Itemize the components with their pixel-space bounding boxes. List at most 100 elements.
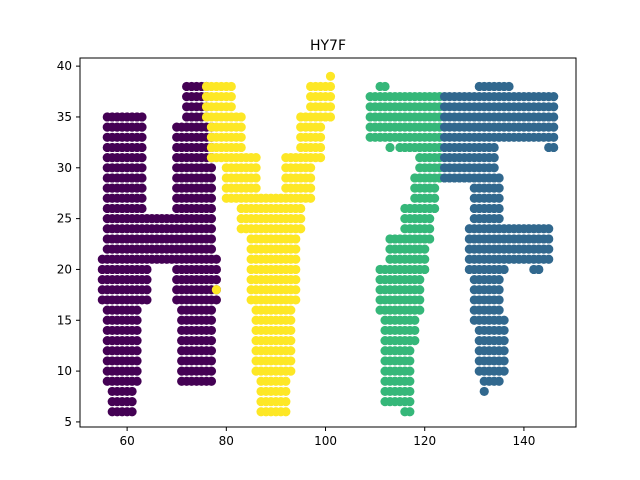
data-point <box>206 336 217 346</box>
data-point <box>211 285 221 295</box>
data-point <box>385 142 395 153</box>
data-point <box>206 315 217 325</box>
data-point <box>286 346 296 356</box>
data-point <box>206 234 217 244</box>
data-point <box>281 407 291 417</box>
data-point <box>315 132 326 142</box>
series-1 <box>201 71 336 417</box>
data-point <box>286 305 296 315</box>
y-tick-label: 25 <box>57 212 72 226</box>
data-point <box>325 81 336 92</box>
y-tick-label: 40 <box>57 59 72 73</box>
data-point <box>296 224 306 234</box>
data-point <box>410 325 420 336</box>
data-point <box>137 142 147 153</box>
data-point <box>425 234 435 244</box>
data-point <box>206 224 217 234</box>
data-point <box>281 396 291 407</box>
data-point <box>137 173 147 183</box>
data-point <box>206 173 217 183</box>
data-point <box>291 244 301 254</box>
data-point <box>544 224 554 234</box>
data-point <box>206 325 217 336</box>
data-point <box>137 183 147 193</box>
data-point <box>499 264 509 275</box>
data-point <box>211 254 221 264</box>
data-point <box>132 356 142 366</box>
data-point <box>127 396 137 407</box>
data-point <box>296 214 306 224</box>
data-point <box>420 264 430 275</box>
data-point <box>494 305 504 315</box>
data-point <box>469 315 479 325</box>
data-point <box>315 142 326 153</box>
data-point <box>231 193 241 203</box>
data-point <box>494 376 504 386</box>
data-point <box>375 305 385 315</box>
data-point <box>97 295 107 305</box>
data-point <box>325 92 336 102</box>
data-point <box>142 264 152 275</box>
data-point <box>236 122 246 132</box>
data-point <box>499 325 509 336</box>
data-point <box>226 92 236 102</box>
data-point <box>415 305 425 315</box>
data-point <box>226 81 236 92</box>
data-point <box>137 132 147 142</box>
data-point <box>549 112 559 122</box>
data-point <box>464 173 474 183</box>
data-point <box>499 366 509 376</box>
data-point <box>201 112 212 122</box>
data-point <box>132 366 142 376</box>
data-point <box>137 153 147 163</box>
data-point <box>390 132 400 142</box>
data-point <box>206 214 217 224</box>
data-point <box>534 264 544 275</box>
data-point <box>474 366 484 376</box>
y-axis: 5 10 15 20 25 30 35 40 <box>57 59 80 429</box>
data-point <box>405 386 415 397</box>
data-point <box>544 254 554 264</box>
data-point <box>415 295 425 305</box>
points-layer <box>97 71 559 417</box>
data-point <box>251 173 261 183</box>
data-point <box>544 234 554 244</box>
data-point <box>494 295 504 305</box>
data-point <box>325 102 336 112</box>
data-point <box>206 305 217 315</box>
data-point <box>410 142 420 153</box>
data-point <box>315 122 326 132</box>
x-tick-label: 140 <box>512 434 535 448</box>
data-point <box>380 81 390 92</box>
data-point <box>291 264 301 275</box>
data-point <box>132 336 142 346</box>
data-point <box>291 285 301 295</box>
data-point <box>137 163 147 173</box>
data-point <box>172 295 182 305</box>
data-point <box>132 315 142 325</box>
data-point <box>127 407 137 417</box>
data-point <box>211 264 221 275</box>
data-point <box>291 295 301 305</box>
data-point <box>494 214 504 224</box>
data-point <box>291 275 301 285</box>
data-point <box>430 193 440 203</box>
data-point <box>420 254 430 264</box>
series-2 <box>365 81 445 417</box>
data-point <box>325 112 336 122</box>
data-point <box>499 336 509 346</box>
data-point <box>494 275 504 285</box>
data-point <box>226 102 236 112</box>
data-point <box>132 376 142 386</box>
data-point <box>206 183 217 193</box>
data-point <box>464 264 474 275</box>
data-point <box>206 356 217 366</box>
data-point <box>286 366 296 376</box>
data-point <box>206 163 217 173</box>
data-point <box>410 315 420 325</box>
data-point <box>405 366 415 376</box>
data-point <box>425 224 435 234</box>
data-point <box>430 183 440 193</box>
data-point <box>494 173 504 183</box>
data-point <box>286 325 296 336</box>
